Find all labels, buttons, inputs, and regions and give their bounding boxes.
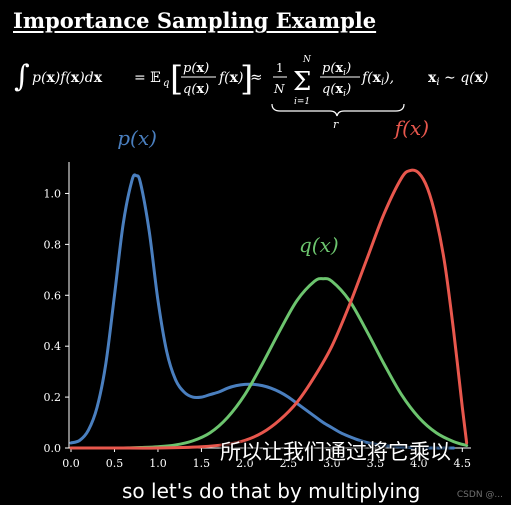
integral-sign: ∫ [14, 59, 30, 94]
x-tick-label: 2.5 [280, 457, 298, 470]
x-tick-label: 0.5 [106, 457, 124, 470]
x-tick-label: 2.0 [236, 457, 254, 470]
importance-sampling-formula: ∫ p(x)f(x)dx = 𝔼 q [ p(x) q(x) f(x) ] ≈ … [14, 55, 488, 130]
right-bracket: ] [240, 59, 253, 99]
x-tick-label: 1.5 [193, 457, 211, 470]
subtitle-english: so let's do that by multiplying [122, 479, 421, 503]
sum-upper: N [302, 55, 312, 65]
x-tick-label: 3.5 [367, 457, 385, 470]
y-tick-label: 0.2 [44, 391, 62, 404]
one: 1 [276, 61, 284, 75]
sample-f: f(xi), [361, 70, 394, 88]
x-tick-label: 1.0 [149, 457, 167, 470]
slide-title: Importance Sampling Example [13, 8, 377, 33]
watermark: CSDN @... [456, 490, 503, 500]
y-tick-label: 0.4 [44, 340, 62, 353]
x-tick-label: 4.0 [410, 457, 428, 470]
x-tick-label: 3.0 [323, 457, 341, 470]
underbrace-label: r [333, 118, 339, 130]
series-line-qx [69, 277, 469, 450]
y-tick-label: 0.8 [44, 238, 62, 251]
sampling-dist: xi ∼ q(x) [428, 70, 488, 88]
series-label-fx: f(x) [393, 116, 429, 140]
underbrace [271, 103, 405, 117]
f-of-x: f(x) [218, 70, 243, 86]
sum-sign: Σ [293, 67, 311, 97]
x-tick-label: 0.0 [62, 457, 80, 470]
sum-lower: i=1 [294, 97, 310, 107]
series-label-qx: q(x) [299, 233, 339, 257]
n-denom: N [273, 82, 285, 96]
left-bracket: [ [170, 59, 183, 99]
expect-subscript: q [163, 78, 169, 89]
y-tick-label: 0.0 [44, 442, 62, 455]
equals-sign: = 𝔼 [134, 70, 161, 86]
y-tick-label: 0.6 [44, 289, 62, 302]
x-tick-label: 4.5 [454, 457, 472, 470]
fraction-num: p(x) [183, 61, 209, 76]
formula-lhs: p(x)f(x)dx [32, 70, 103, 86]
series-label-px: p(x) [117, 126, 157, 150]
y-tick-label: 1.0 [44, 187, 62, 200]
subtitle-chinese: 所以让我们通过将它乘以 [220, 440, 451, 464]
approx-sign: ≈ [250, 68, 263, 86]
series-line-px [69, 173, 456, 450]
series-line-fx [69, 168, 469, 450]
fraction-den: q(x) [183, 82, 209, 97]
